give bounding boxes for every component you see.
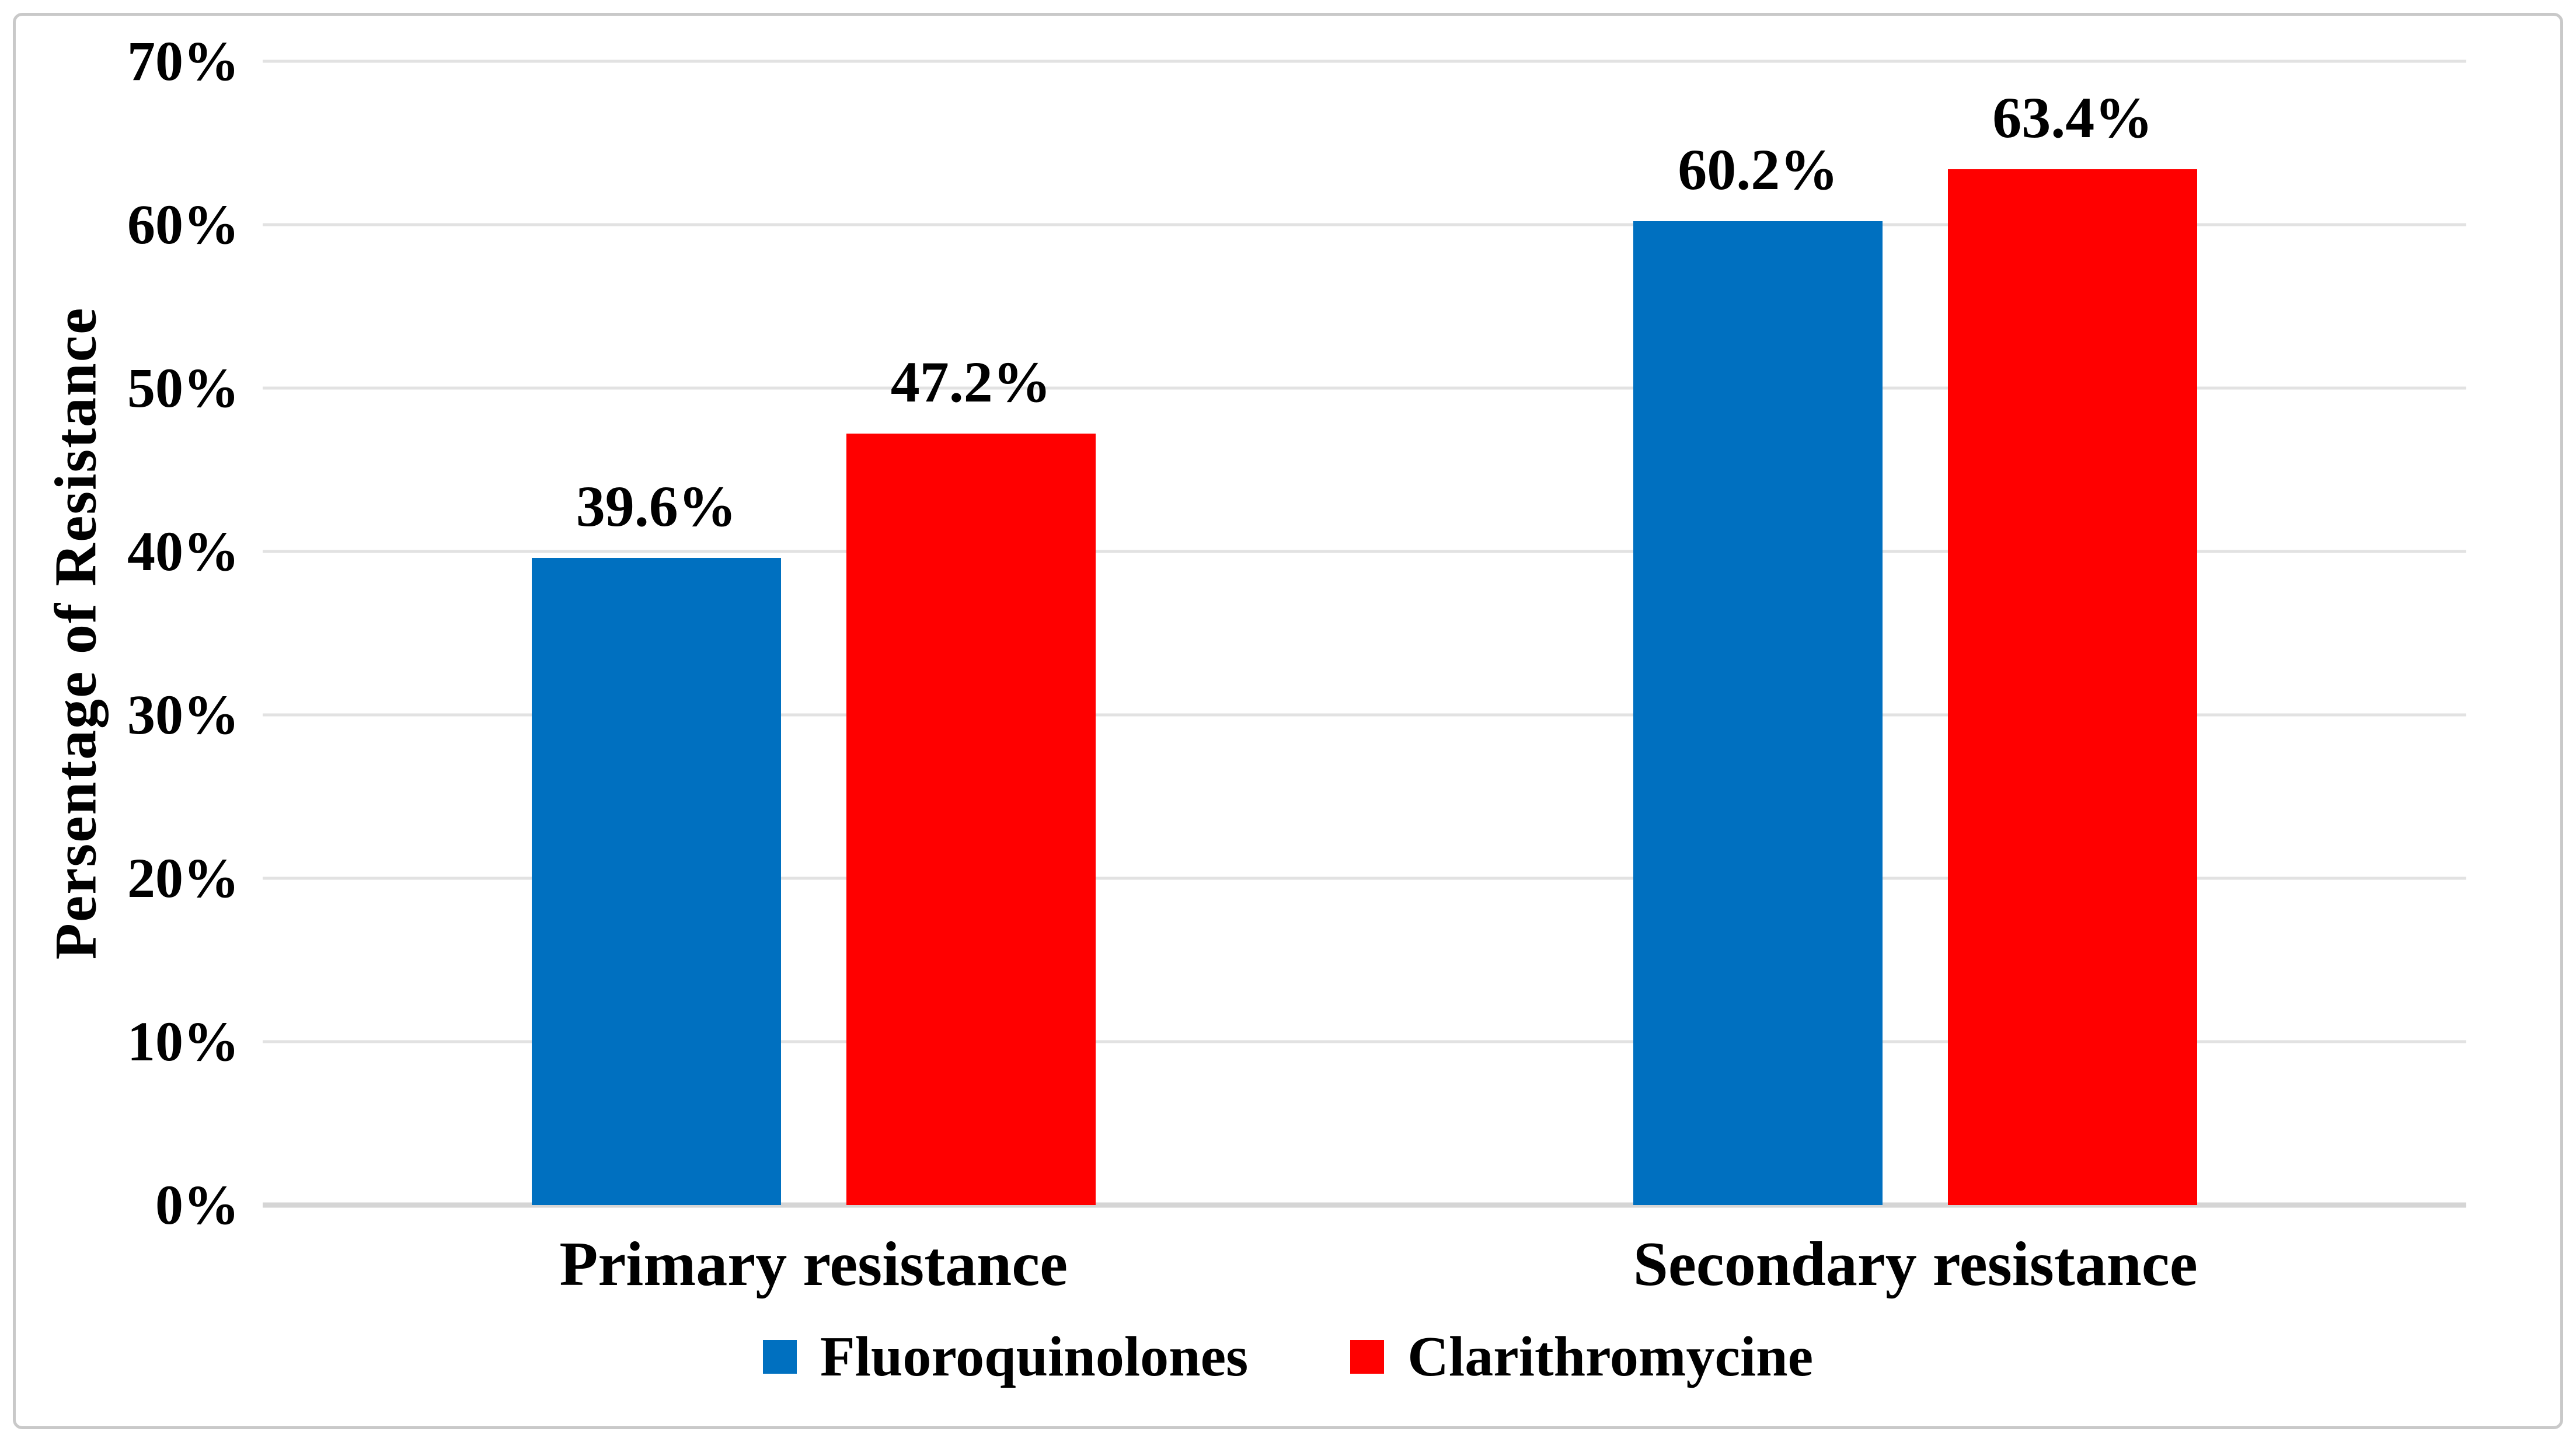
y-axis-title: Persentage of Resistance: [43, 306, 109, 960]
legend-label: Clarithromycine: [1407, 1325, 1814, 1388]
category-label-secondary: Secondary resistance: [1633, 1230, 2198, 1299]
y-tick-label: 20%: [127, 847, 239, 910]
legend: Fluoroquinolones Clarithromycine: [0, 1328, 2576, 1385]
gridline: [263, 1202, 2466, 1208]
gridline: [263, 386, 2466, 390]
y-tick-label: 0%: [155, 1174, 239, 1236]
y-tick-label: 10%: [127, 1010, 239, 1073]
legend-item-clarithromycine: Clarithromycine: [1350, 1328, 1813, 1385]
legend-swatch-red: [1350, 1340, 1385, 1374]
y-tick-label: 40%: [127, 520, 239, 582]
gridline: [263, 877, 2466, 880]
bar-fill: [1948, 169, 2198, 1205]
category-label-primary: Primary resistance: [559, 1230, 1068, 1299]
y-tick-label: 50%: [127, 357, 239, 419]
bar-fill: [846, 434, 1096, 1205]
y-tick-label: 30%: [127, 683, 239, 746]
y-tick-label: 60%: [127, 193, 239, 256]
data-label: 39.6%: [576, 474, 737, 539]
gridline: [263, 223, 2466, 226]
data-label: 60.2%: [1678, 137, 1839, 202]
bar-fluoroquinolones-primary: 39.6%: [531, 477, 781, 1205]
data-label: 63.4%: [1992, 85, 2153, 150]
bar-clarithromycine-secondary: 63.4%: [1948, 88, 2198, 1205]
data-label: 47.2%: [890, 350, 1051, 415]
legend-item-fluoroquinolones: Fluoroquinolones: [762, 1325, 1249, 1388]
gridline: [263, 713, 2466, 717]
bar-fill: [531, 558, 781, 1205]
bar-fluoroquinolones-secondary: 60.2%: [1633, 141, 1883, 1205]
legend-swatch-blue: [762, 1340, 797, 1374]
gridline: [263, 550, 2466, 553]
bar-clarithromycine-primary: 47.2%: [846, 353, 1096, 1205]
category-group-secondary: 60.2% 63.4%: [1365, 61, 2467, 1205]
bar-groups: 39.6% 47.2% 60.2% 63.4%: [263, 61, 2466, 1205]
x-axis-category-labels: Primary resistance Secondary resistance: [263, 1230, 2466, 1300]
gridline: [263, 60, 2466, 63]
gridline: [263, 1040, 2466, 1043]
category-group-primary: 39.6% 47.2%: [263, 61, 1365, 1205]
legend-label: Fluoroquinolones: [820, 1325, 1249, 1388]
plot-area: 0% 10% 20% 30% 40% 50% 60% 70% 39.6% 47.…: [127, 33, 2466, 1233]
bar-fill: [1633, 221, 1883, 1205]
y-tick-label: 70%: [127, 30, 239, 92]
